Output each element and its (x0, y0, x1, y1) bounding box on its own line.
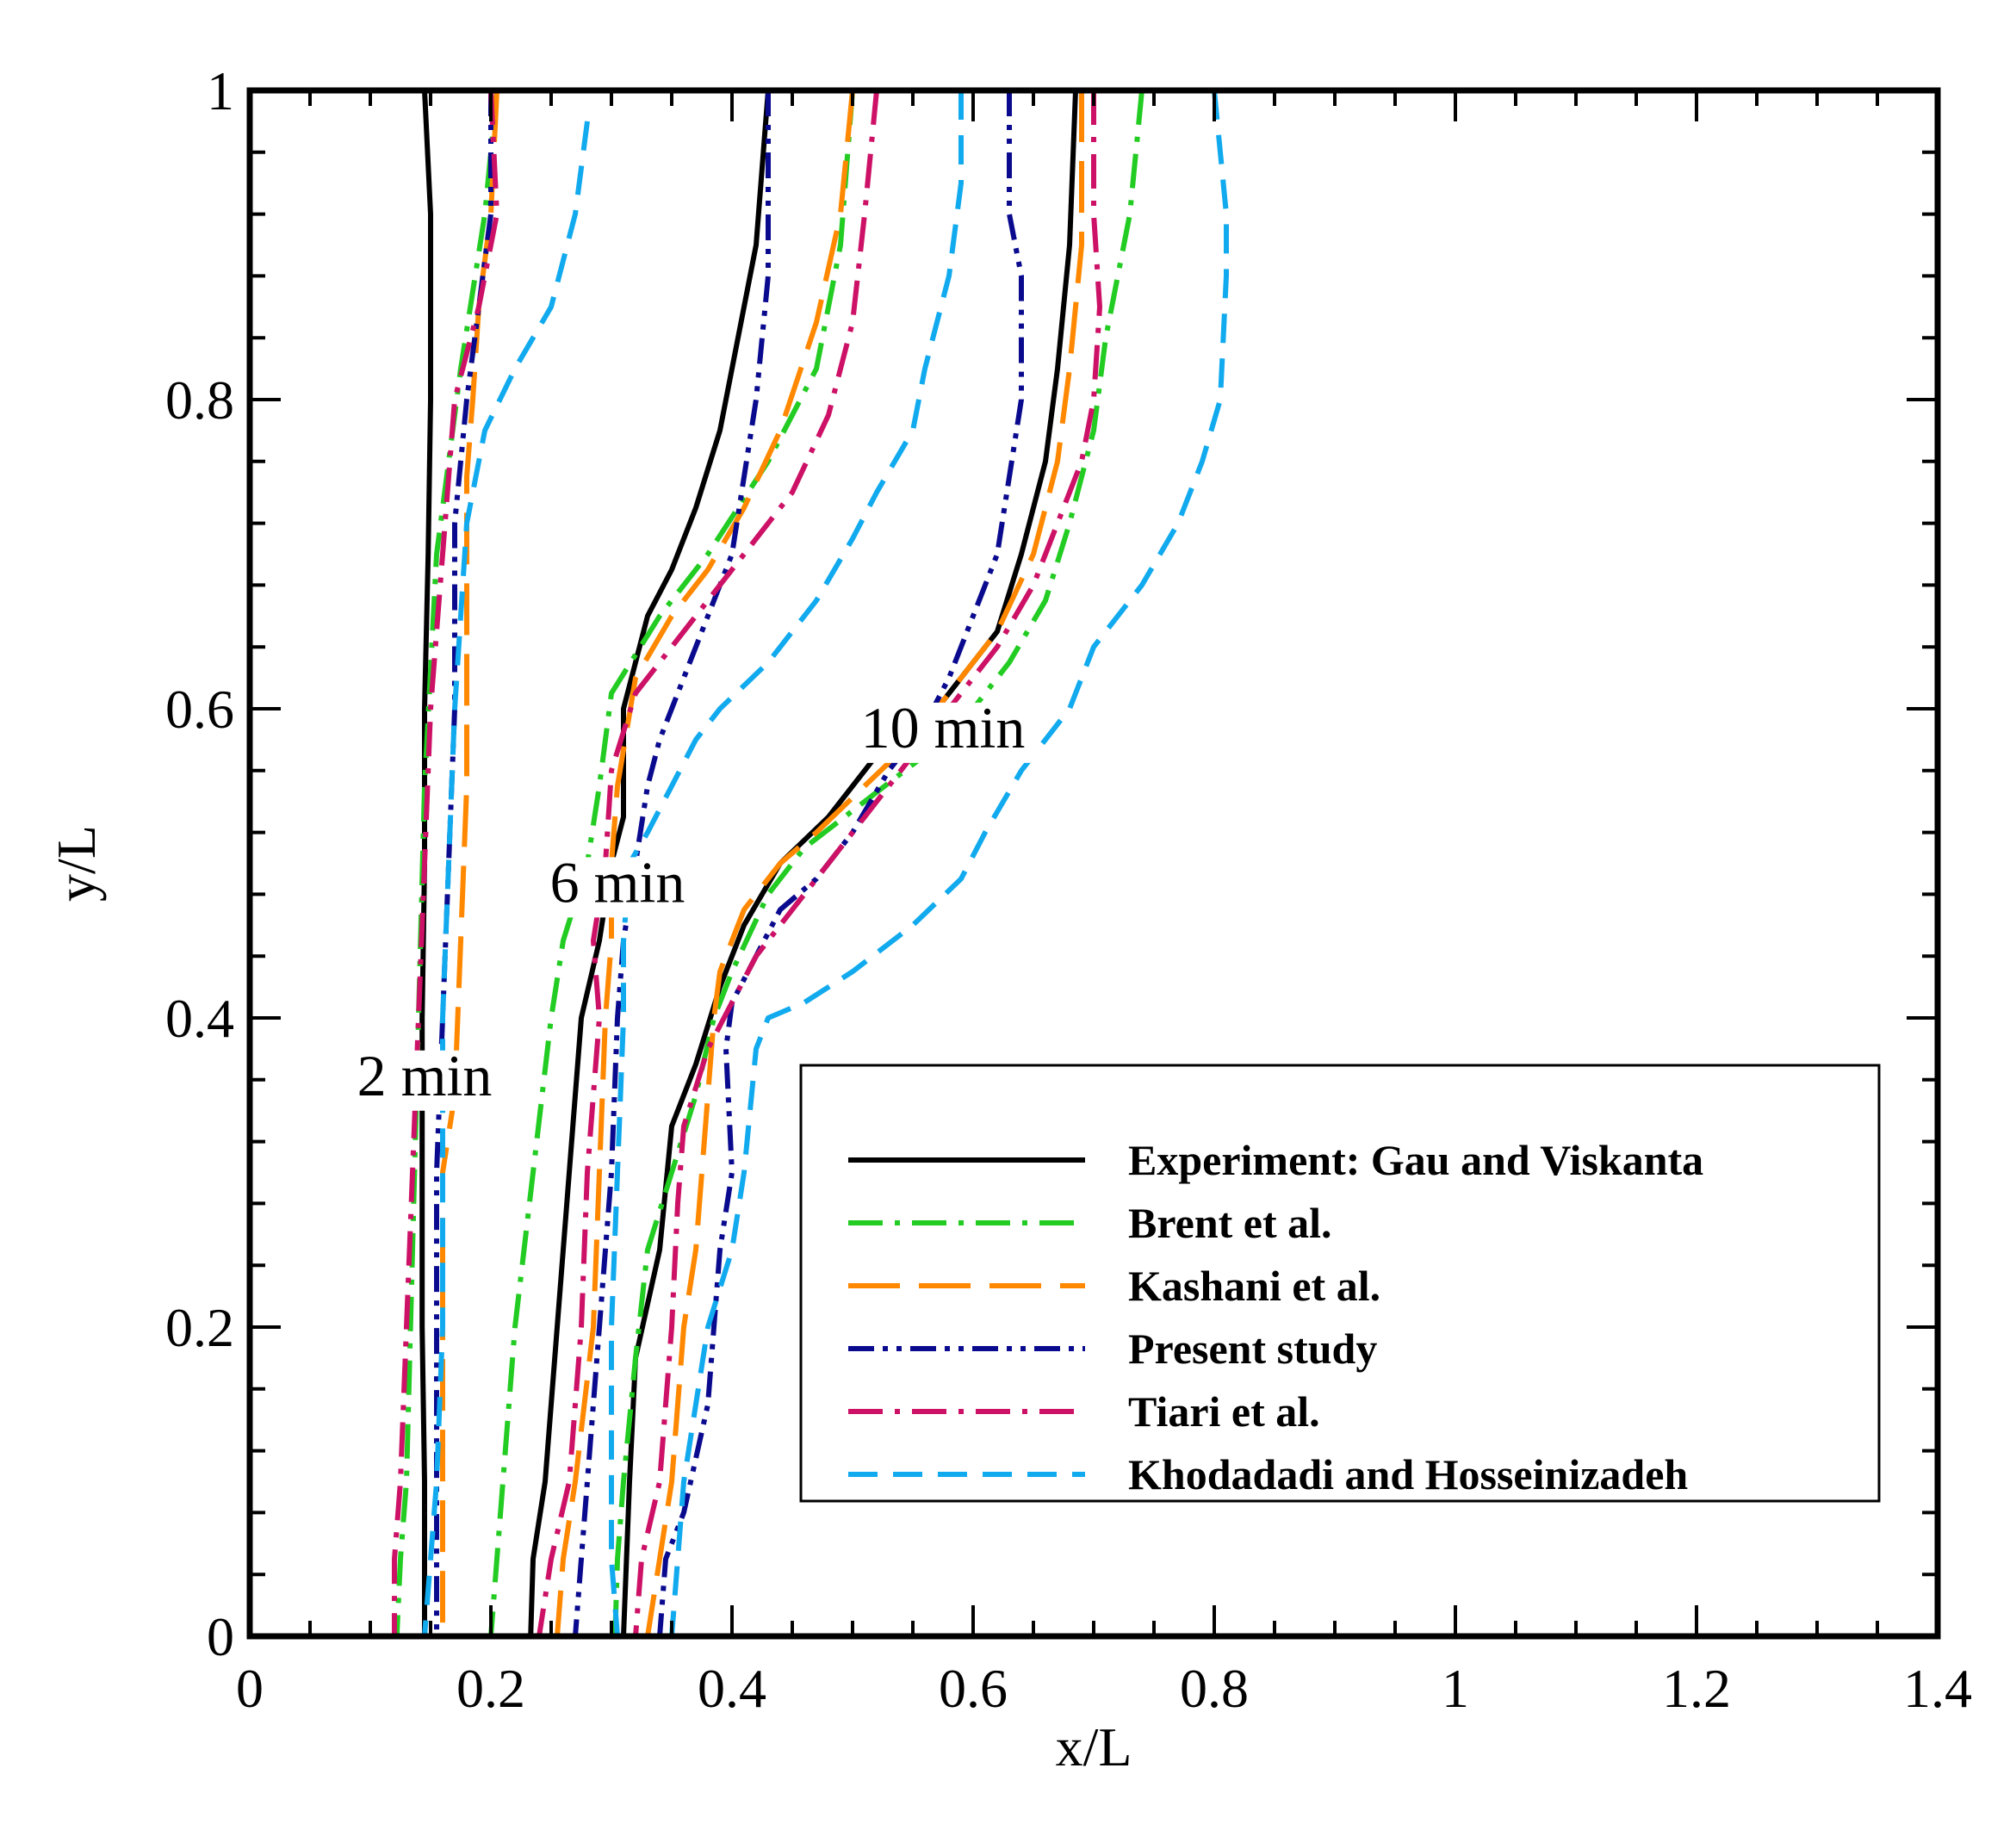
x-tick-label: 0.2 (456, 1658, 525, 1719)
x-tick-label: 1.4 (1903, 1658, 1972, 1719)
series-1-curve-1 (488, 90, 855, 1637)
x-tick-label: 0 (236, 1658, 264, 1719)
y-tick-label: 0.6 (165, 679, 234, 740)
x-tick-label: 0.8 (1180, 1658, 1249, 1719)
legend: Experiment: Gau and Viskanta Brent et al.… (799, 1064, 1881, 1503)
series-0-curve-2 (621, 90, 1078, 1637)
series-4-curve-0 (392, 90, 499, 1636)
time-annotations: 2 min 6 min 10 min (343, 695, 1039, 1111)
legend-label: Experiment: Gau and Viskanta (1128, 1136, 1703, 1184)
annotation-label: 10 min (861, 695, 1026, 760)
series-5-curve-2 (669, 90, 1229, 1637)
series-2-curve-2 (645, 90, 1084, 1637)
series-1-curve-0 (394, 90, 499, 1637)
x-tick-label: 1.2 (1662, 1658, 1731, 1719)
x-tick-label: 0.6 (939, 1658, 1008, 1719)
series-2-curve-1 (555, 90, 855, 1637)
series-3-curve-2 (657, 90, 1024, 1637)
annotation-bg (536, 857, 699, 918)
legend-label: Tiari et al. (1128, 1387, 1320, 1436)
legend-label: Present study (1128, 1325, 1377, 1373)
y-tick-label: 0 (207, 1606, 234, 1667)
axis-ticks (248, 89, 1939, 1638)
legend-label: Kashani et al. (1128, 1262, 1380, 1310)
series-curves (392, 90, 1229, 1637)
x-tick-label: 0.4 (698, 1658, 766, 1719)
series-4-curve-2 (633, 90, 1102, 1637)
y-axis-title: y/L (46, 825, 107, 902)
x-axis-title: x/L (1056, 1716, 1132, 1777)
series-5-curve-0 (422, 121, 590, 1637)
axis-tick-labels: 0 0.2 0.4 0.6 0.8 1 1.2 1.4 0 0.2 0.4 0.6 0.8 1 (165, 60, 1972, 1719)
annotation-label: 2 min (357, 1043, 493, 1108)
y-tick-label: 0.2 (165, 1297, 234, 1358)
legend-label: Khodadadi and Hosseinizadeh (1128, 1450, 1688, 1498)
annotation-bg (343, 1050, 506, 1111)
annotation-bg (847, 702, 1039, 763)
series-4-curve-1 (537, 90, 879, 1637)
y-tick-label: 0.4 (165, 988, 234, 1049)
series-3-curve-1 (573, 90, 771, 1637)
series-0-curve-1 (528, 90, 771, 1637)
annotation-label: 6 min (550, 849, 685, 915)
y-tick-label: 0.8 (165, 369, 234, 431)
y-tick-label: 1 (207, 60, 234, 121)
series-5-curve-1 (609, 90, 964, 1637)
legend-label: Brent et al. (1128, 1199, 1332, 1247)
legend-box (799, 1064, 1881, 1503)
x-tick-label: 1 (1442, 1658, 1469, 1719)
